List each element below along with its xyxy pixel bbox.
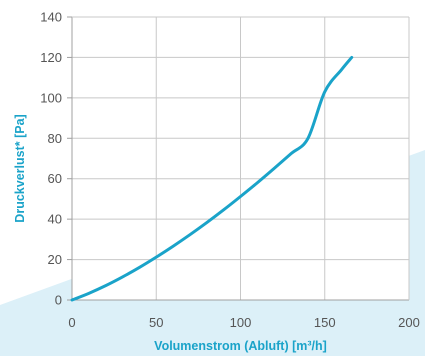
y-tick-label: 140 [40,10,62,25]
x-tick-label: 50 [149,315,163,330]
x-tick-labels: 0 50 100 150 200 [68,315,419,330]
y-tick-label: 80 [48,131,62,146]
x-tick-label: 150 [314,315,336,330]
series-line [70,55,354,302]
axes [71,16,410,301]
y-tick-labels: 0 20 40 60 80 100 120 140 [40,10,62,308]
y-tick-label: 20 [48,252,62,267]
y-tick-label: 120 [40,50,62,65]
y-axis-title: Druckverlust* [Pa] [13,114,27,222]
x-tick-label: 0 [68,315,75,330]
x-tick-label: 200 [398,315,420,330]
y-tick-label: 100 [40,90,62,105]
x-tick-label: 100 [230,315,252,330]
y-tick-label: 60 [48,171,62,186]
data-series [70,55,354,302]
y-tick-label: 0 [55,293,62,308]
y-tick-label: 40 [48,212,62,227]
x-axis-title: Volumenstrom (Abluft) [m³/h] [154,339,327,353]
